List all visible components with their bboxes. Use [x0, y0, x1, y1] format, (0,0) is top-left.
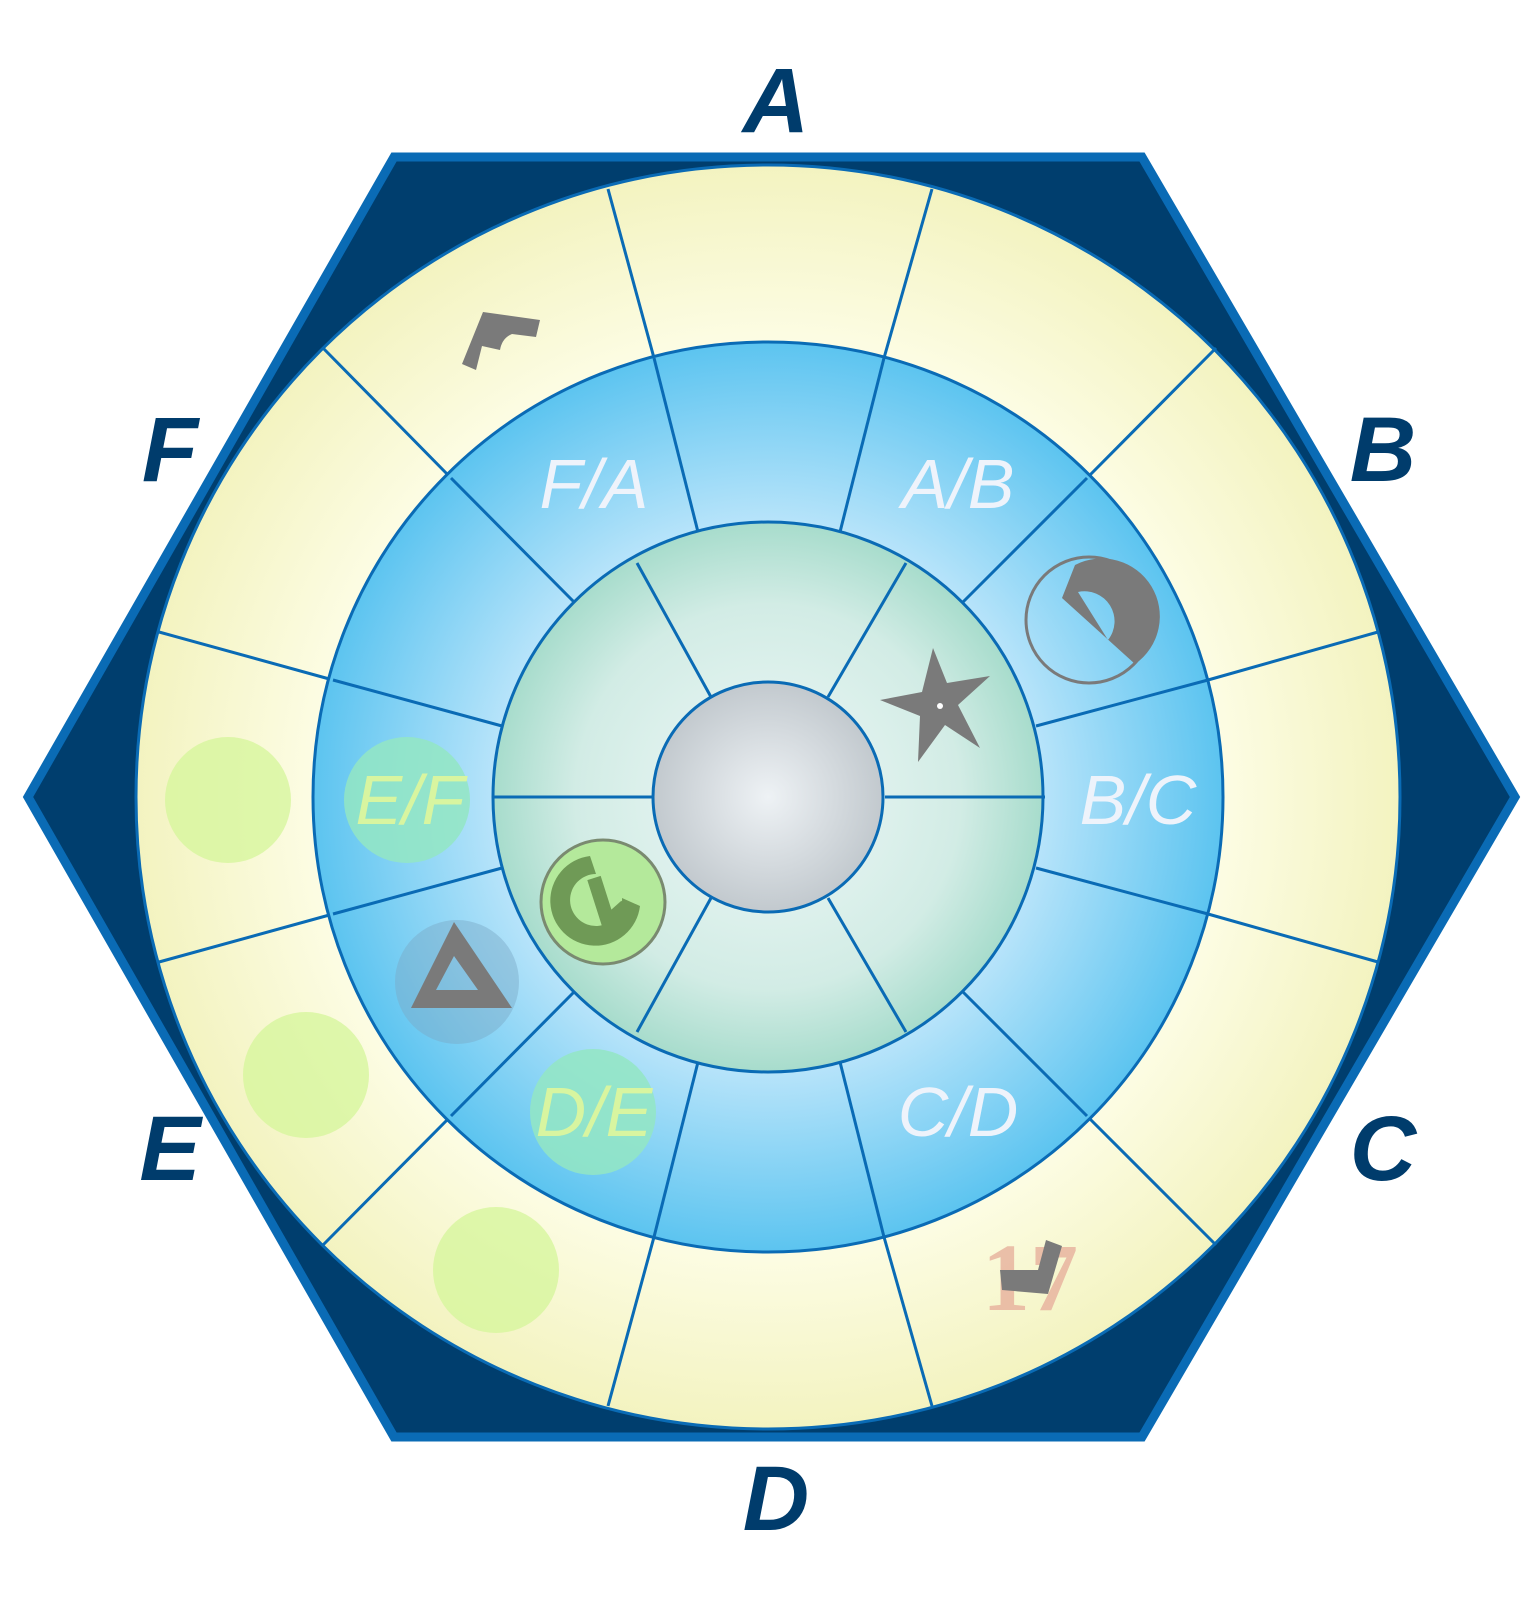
divider-line — [826, 562, 908, 698]
divider-line — [652, 1061, 700, 1238]
zone-label-ef: E/F — [356, 761, 469, 839]
divider-line — [960, 476, 1089, 605]
star-marker-dot — [937, 703, 943, 709]
divider-line — [826, 897, 908, 1033]
divider-line — [838, 1061, 886, 1238]
ghost-token-de-outer-2[interactable] — [433, 1207, 559, 1333]
divider-line — [449, 989, 577, 1118]
check-marker-icon[interactable] — [1000, 1240, 1062, 1294]
center-hub[interactable] — [651, 680, 885, 914]
zone-label-ab: A/B — [898, 445, 1015, 523]
ghost-token-ef-outer[interactable] — [165, 737, 291, 863]
inner-ring-dividers — [493, 562, 1045, 1033]
outer-ring-marker-icon[interactable] — [462, 312, 540, 370]
ghost-token-de-outer-1[interactable] — [243, 1012, 369, 1138]
divider-line — [332, 866, 503, 916]
divider-line — [1085, 346, 1218, 480]
ghost-token-ef-middle[interactable] — [344, 737, 470, 863]
divider-line — [332, 678, 503, 728]
hook-marker-icon[interactable] — [539, 838, 667, 966]
side-label-a: A — [741, 50, 809, 152]
divider-line — [882, 1236, 934, 1407]
divider-line — [1035, 678, 1209, 728]
divider-line — [606, 188, 656, 359]
side-label-d: D — [743, 1448, 809, 1550]
side-label-b: B — [1350, 399, 1416, 501]
divider-line — [449, 476, 577, 605]
zone-label-bc: B/C — [1080, 761, 1197, 839]
side-label-e: E — [139, 1098, 203, 1200]
divider-line — [1085, 1114, 1218, 1247]
divider-line — [882, 188, 934, 359]
divider-line — [1207, 912, 1379, 964]
star-marker-icon[interactable] — [880, 648, 990, 762]
zone-label-cd: C/D — [898, 1073, 1019, 1151]
zone-label-fa: F/A — [540, 445, 649, 523]
divider-line — [321, 1114, 453, 1247]
ghost-token-de-middle[interactable] — [530, 1049, 656, 1175]
divider-line — [321, 346, 453, 480]
middle-ring-dividers — [332, 357, 1209, 1238]
half-circle-marker-icon[interactable] — [1024, 555, 1160, 685]
divider-line — [158, 912, 334, 964]
divider-line — [1035, 866, 1209, 916]
divider-line — [652, 357, 700, 533]
divider-line — [158, 630, 334, 682]
divider-line — [635, 562, 713, 698]
zone-label-de: D/E — [536, 1073, 654, 1151]
side-label-c: C — [1350, 1098, 1418, 1200]
divider-line — [606, 1236, 656, 1407]
divider-line — [1207, 630, 1379, 682]
divider-line — [960, 989, 1089, 1118]
divider-line — [635, 897, 713, 1033]
side-label-f: F — [142, 399, 201, 501]
outer-ring-dividers — [158, 188, 1379, 1407]
triangle-marker-icon[interactable] — [395, 920, 519, 1044]
divider-line — [838, 357, 886, 533]
